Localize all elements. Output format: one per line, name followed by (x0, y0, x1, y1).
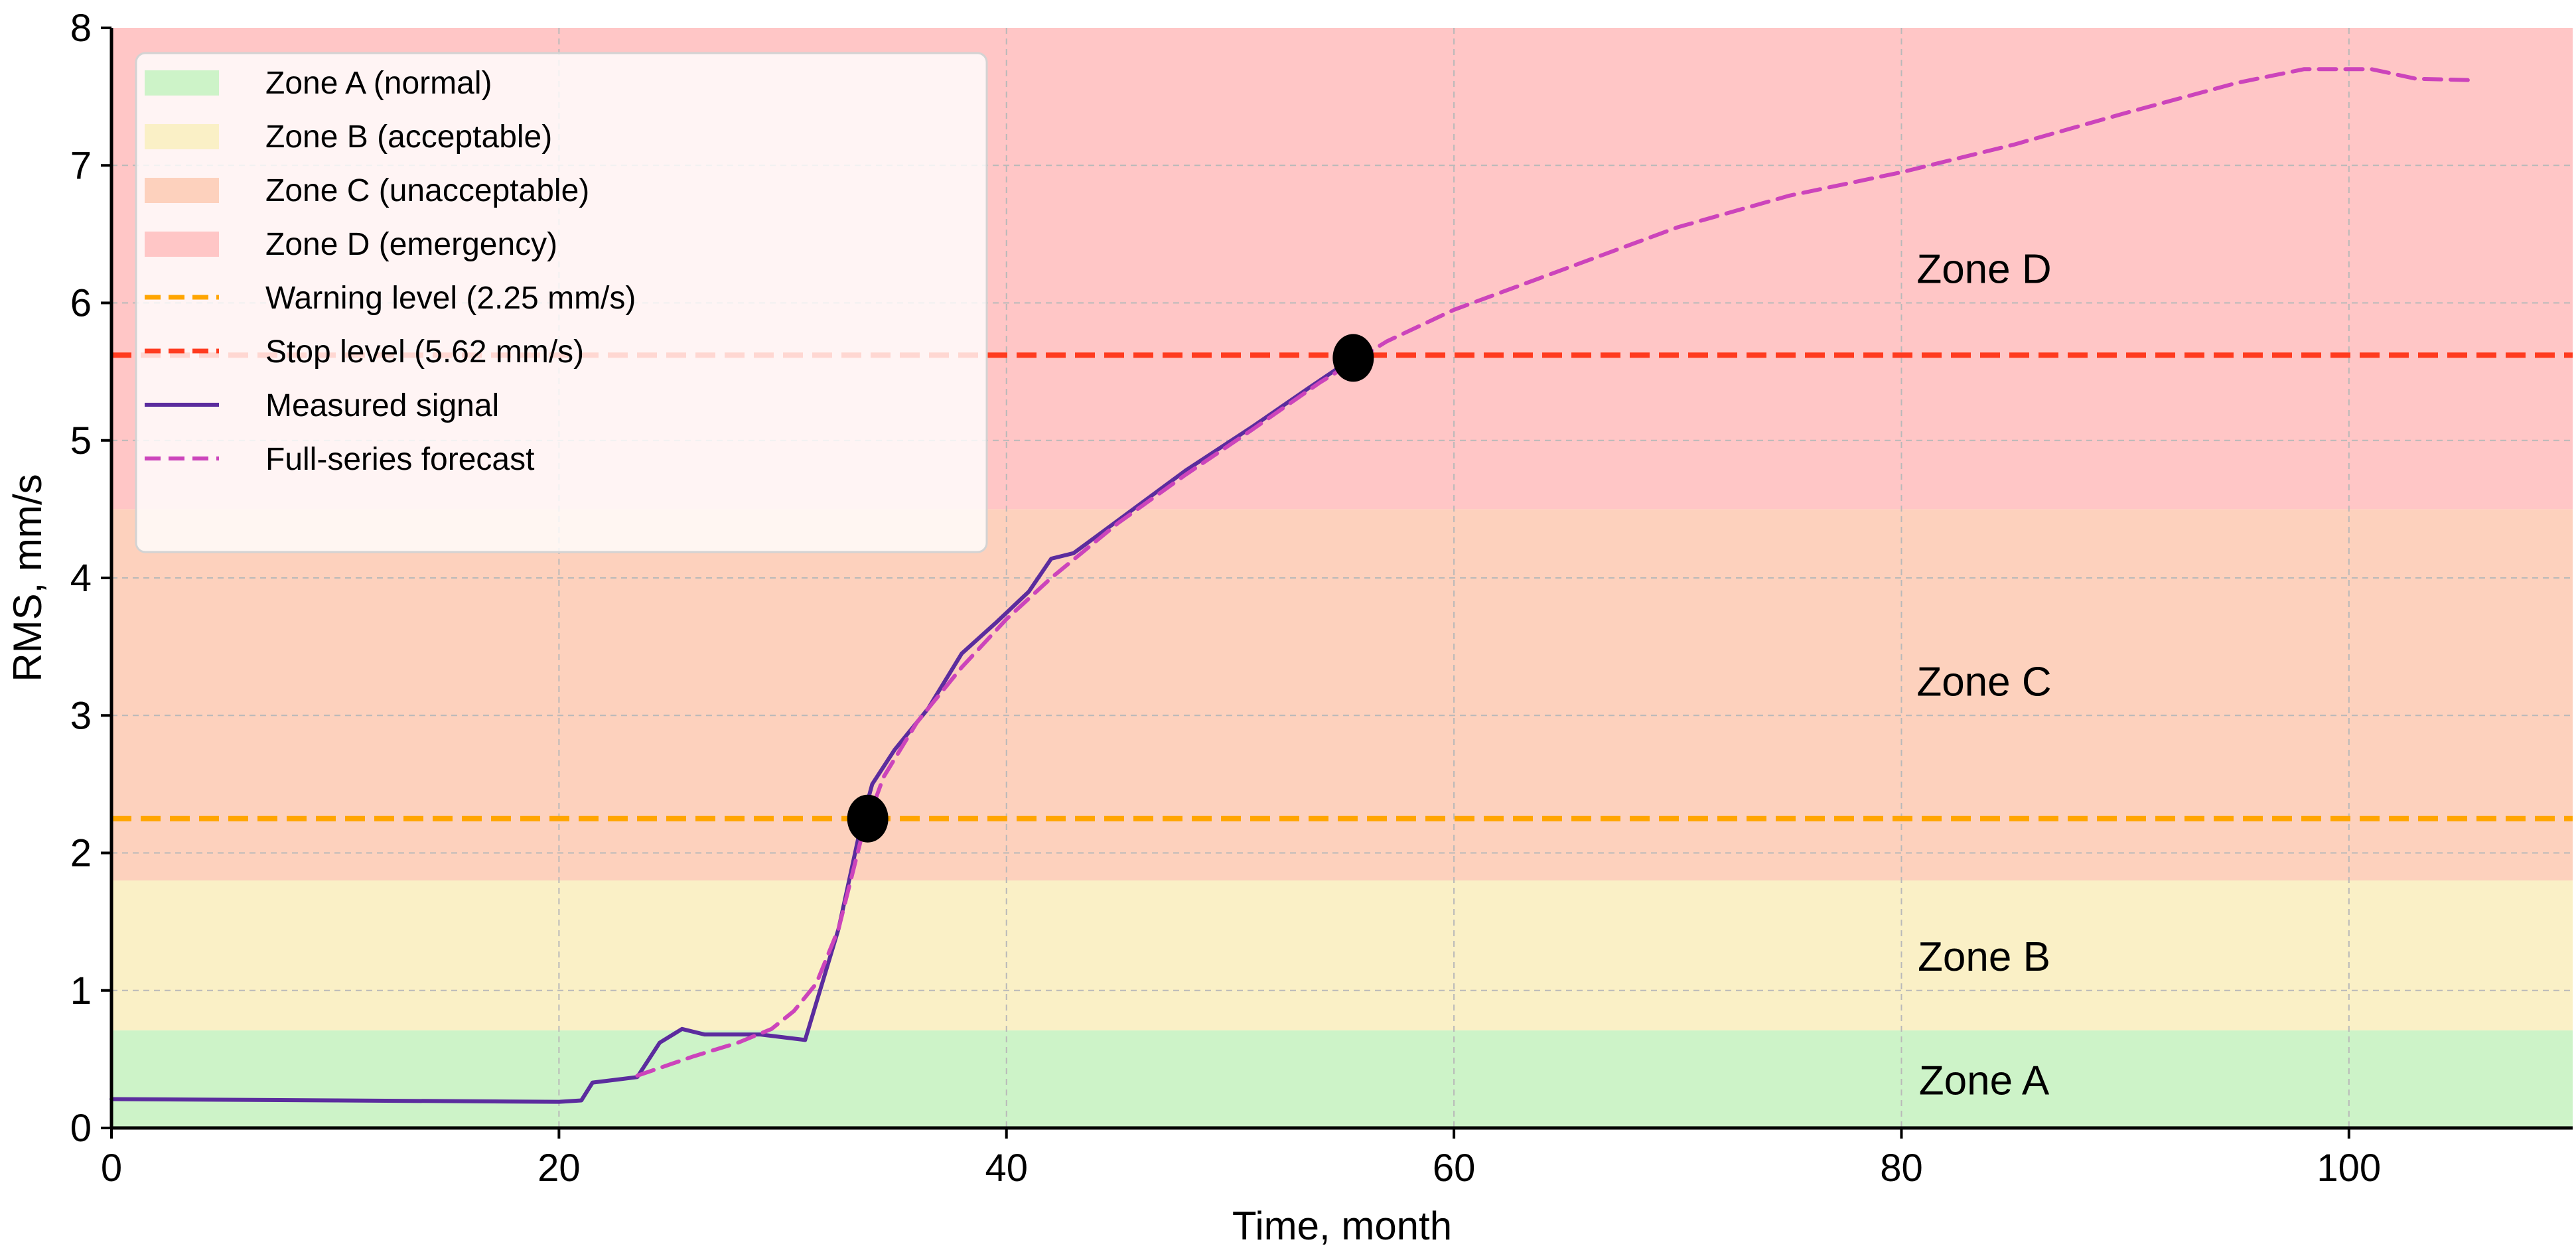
legend-item: Warning level (2.25 mm/s) (145, 281, 636, 316)
x-tick-label: 80 (1880, 1147, 1923, 1190)
zone-label-d: Zone D (1916, 247, 2051, 293)
legend-label: Zone C (unacceptable) (265, 173, 589, 208)
y-tick-label: 6 (70, 282, 92, 325)
legend-item: Measured signal (145, 388, 499, 423)
crossing-marker-2 (1332, 334, 1374, 382)
legend-item: Zone C (unacceptable) (145, 173, 589, 208)
legend-item: Zone D (emergency) (145, 227, 557, 262)
x-tick-label: 100 (2317, 1147, 2381, 1190)
legend-item: Zone A (normal) (145, 66, 492, 101)
x-tick-label: 0 (101, 1147, 122, 1190)
legend-item: Full-series forecast (145, 442, 534, 477)
zone-band-b (111, 880, 2573, 1030)
legend-swatch (145, 232, 219, 257)
legend-label: Full-series forecast (265, 442, 534, 477)
legend-item: Zone B (acceptable) (145, 119, 552, 155)
x-tick-label: 60 (1433, 1147, 1476, 1190)
crossing-marker-1 (847, 794, 889, 843)
forecast-line (635, 67, 2474, 1078)
legend-box (135, 52, 988, 553)
zone-label-b: Zone B (1918, 934, 2050, 980)
legend-label: Zone D (emergency) (265, 227, 557, 262)
legend-label: Zone A (normal) (265, 66, 492, 101)
legend-label: Measured signal (265, 388, 499, 423)
legend-label: Stop level (5.62 mm/s) (265, 334, 584, 370)
legend-label: Zone B (acceptable) (265, 119, 552, 155)
y-tick-label: 7 (70, 144, 92, 187)
x-tick-label: 20 (537, 1147, 581, 1190)
legend-item: Stop level (5.62 mm/s) (145, 334, 584, 370)
legend-swatch (145, 70, 219, 96)
y-tick-label: 0 (70, 1107, 92, 1150)
legend-swatch (145, 178, 219, 203)
x-tick-label: 40 (985, 1147, 1028, 1190)
y-tick-label: 8 (70, 7, 92, 50)
zone-band-a (111, 1030, 2573, 1128)
y-tick-label: 4 (70, 557, 92, 600)
y-axis-title: RMS, mm/s (5, 474, 50, 681)
zone-band-c (111, 509, 2573, 880)
legend-swatch (145, 124, 219, 149)
zone-label-a: Zone A (1919, 1058, 2050, 1103)
y-tick-label: 3 (70, 694, 92, 737)
zone-label-c: Zone C (1916, 659, 2051, 705)
y-tick-label: 2 (70, 832, 92, 875)
y-tick-label: 5 (70, 419, 92, 462)
y-tick-label: 1 (70, 969, 92, 1013)
legend-label: Warning level (2.25 mm/s) (265, 281, 636, 316)
x-axis-title: Time, month (1232, 1204, 1452, 1248)
